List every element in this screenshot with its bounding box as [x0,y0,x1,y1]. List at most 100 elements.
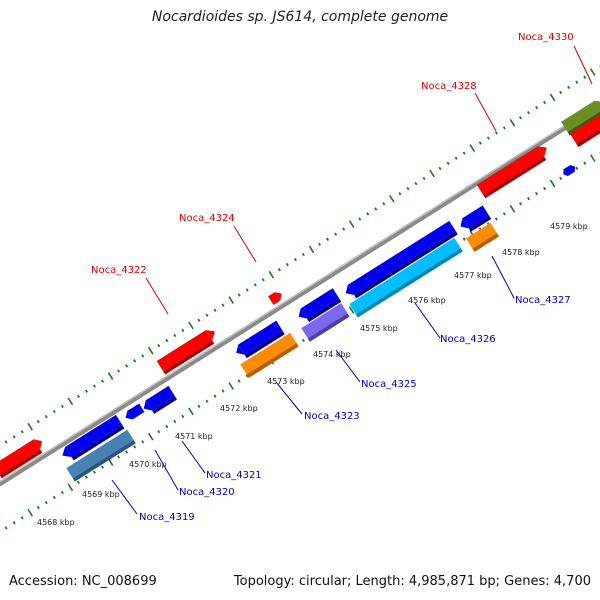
scale-minor-tick [133,359,137,363]
scale-minor-tick [36,419,40,424]
scale-minor-tick [583,75,587,79]
scale-minor-tick [527,111,530,115]
gene-forward-right-edge[interactable] [569,112,600,148]
scale-minor-tick [462,151,466,155]
scale-minor-tick [197,404,201,408]
gene-noca-4323-a[interactable] [233,320,285,362]
scale-minor-tick [575,166,579,170]
scale-minor-tick [221,389,225,393]
scale-minor-tick [502,126,506,130]
scale-major-tick [67,483,74,492]
scale-minor-tick [261,278,265,282]
scale-minor-tick [518,202,522,206]
gene-noca-4325[interactable] [301,303,350,342]
gene-noca-4327-a[interactable] [457,205,492,235]
scale-minor-tick [502,212,506,216]
kbp-label: 4577 kbp [454,271,492,280]
scale-major-tick [348,220,355,228]
scale-minor-tick [342,227,346,231]
scale-minor-tick [527,197,530,201]
kbp-label: 4579 kbp [550,222,588,231]
label-noca-4322[interactable]: Noca_4322 [91,265,147,276]
label-noca-4327[interactable]: Noca_4327 [515,295,571,306]
scale-major-tick [469,144,476,152]
scale-minor-tick [181,328,185,333]
gene-noca-4328[interactable] [476,143,552,199]
label-noca-4321[interactable]: Noca_4321 [206,470,262,481]
scale-minor-tick [125,364,129,368]
scale-minor-tick [36,505,40,510]
scale-major-tick [147,432,154,441]
scale-major-tick [389,194,395,203]
gene-labels: Noca_4322 Noca_4324 Noca_4328 Noca_4330 … [91,32,574,523]
scale-minor-tick [20,430,24,434]
kbp-label: 4572 kbp [220,404,258,413]
scale-minor-tick [84,475,88,479]
scale-major-tick [67,397,74,406]
gene-noca-4326-a[interactable] [343,220,458,302]
label-noca-4323[interactable]: Noca_4323 [304,411,360,422]
label-noca-4319[interactable]: Noca_4319 [139,512,195,523]
gene-noca-4319[interactable] [66,429,136,482]
gene-noca-4326[interactable] [349,237,463,318]
genome-summary-text: Topology: circular; Length: 4,985,871 bp… [233,574,591,589]
scale-minor-tick [60,490,64,495]
gene-noca-4321[interactable] [141,385,178,417]
gene-forward-left-edge[interactable] [0,436,47,479]
scale-minor-tick [165,424,169,429]
gene-noca-4327[interactable] [465,222,500,252]
label-noca-4330[interactable]: Noca_4330 [518,32,574,43]
scale-minor-tick [213,308,217,312]
scale-major-tick [509,118,516,127]
map-title: Nocardioides sp. JS614, complete genome [151,9,449,25]
scale-minor-tick [334,232,338,236]
kbp-label: 4568 kbp [37,518,75,527]
scale-major-tick [228,382,234,390]
scale-minor-tick [84,389,88,393]
label-noca-4324[interactable]: Noca_4324 [179,213,235,224]
scale-minor-tick [583,161,587,165]
scale-minor-tick [44,414,48,419]
gene-noca-4323[interactable] [240,332,299,378]
label-noca-4320[interactable]: Noca_4320 [179,487,235,498]
scale-minor-tick [213,394,217,398]
gene-noca-4322[interactable] [156,326,221,375]
scale-minor-tick [76,394,80,398]
scale-major-tick [590,154,596,162]
scale-minor-tick [366,212,370,216]
scale-minor-tick [293,257,297,262]
kbp-label: 4573 kbp [267,377,305,386]
scale-minor-tick [157,344,161,348]
kbp-labels: 4568 kbp 4569 kbp 4570 kbp 4571 kbp 4572… [37,222,588,527]
scale-minor-tick [44,500,48,505]
scale-major-tick [228,296,234,304]
gene-noca-4321-a[interactable] [59,414,125,464]
scale-minor-tick [92,384,96,388]
scale-minor-tick [326,237,330,241]
scale-minor-tick [141,354,145,358]
label-noca-4326[interactable]: Noca_4326 [440,334,496,345]
gene-noca-4324[interactable] [268,290,284,305]
scale-major-tick [429,169,435,178]
gene-noca-4325-a[interactable] [295,288,342,325]
gene-noca-4330[interactable] [561,97,600,136]
scale-major-tick [549,93,556,102]
reverse-genes [59,163,577,482]
scale-minor-tick [76,480,80,484]
scale-minor-tick [462,237,466,241]
gene-noca-4329[interactable] [561,163,577,177]
kbp-label: 4576 kbp [408,296,446,305]
kbp-label: 4578 kbp [502,248,540,257]
scale-minor-tick [422,176,426,181]
gene-noca-4320[interactable] [123,403,145,423]
scale-minor-tick [205,313,209,317]
scale-minor-tick [141,440,145,444]
scale-minor-tick [454,156,458,160]
scale-minor-tick [133,445,137,449]
label-noca-4325[interactable]: Noca_4325 [361,379,417,390]
scale-minor-tick [165,338,169,343]
scale-major-tick [590,68,596,76]
scale-minor-tick [478,141,482,145]
label-noca-4328[interactable]: Noca_4328 [421,81,477,92]
kbp-label: 4569 kbp [82,490,120,499]
